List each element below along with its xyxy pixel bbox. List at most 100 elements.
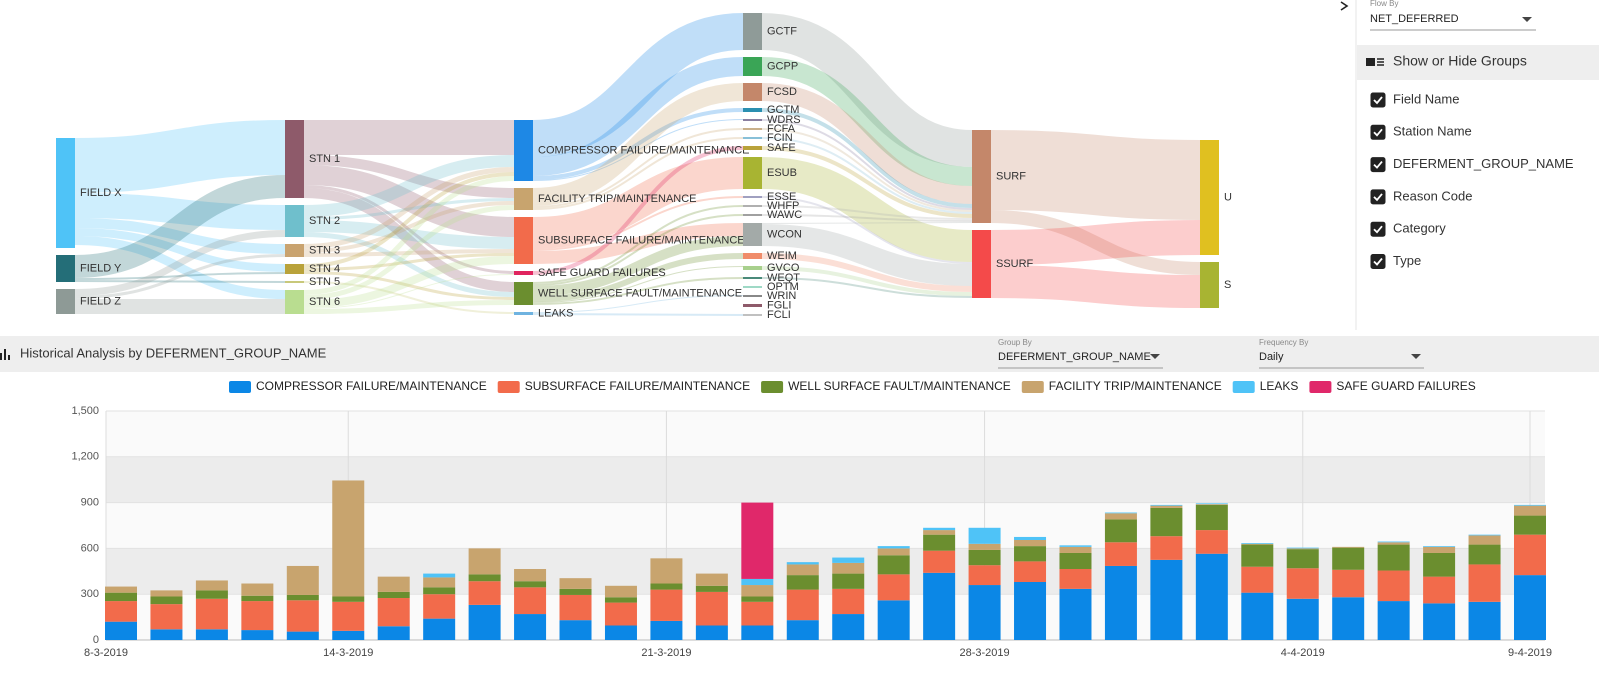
bar: [423, 618, 456, 640]
bar: [1423, 603, 1456, 640]
group-by-select[interactable]: DEFERMENT_GROUP_NAME: [998, 351, 1151, 363]
sankey-node-label: FCSD: [767, 86, 797, 98]
group-label: DEFERMENT_GROUP_NAME: [1393, 156, 1574, 171]
sankey-link: [303, 253, 515, 271]
chart-icon: [0, 353, 2, 360]
bar: [741, 578, 774, 586]
sankey-link: [990, 130, 1201, 220]
bar: [650, 589, 683, 621]
bar: [741, 625, 774, 640]
sankey-link: [74, 272, 286, 280]
sankey-node: [743, 83, 762, 101]
bar: [832, 614, 865, 640]
sankey-node: [514, 120, 533, 181]
sankey-node: [514, 282, 533, 305]
sankey-link: [303, 185, 515, 274]
bar: [377, 598, 410, 627]
bar: [423, 587, 456, 595]
check-mark: [1373, 193, 1383, 202]
bar: [468, 548, 501, 575]
sankey-link: [761, 13, 973, 167]
bar: [923, 530, 956, 535]
sankey-link: [990, 210, 1201, 275]
sankey-node: [743, 314, 762, 316]
dropdown-arrow[interactable]: [1411, 354, 1421, 359]
group-checkbox[interactable]: [1370, 189, 1386, 205]
bar: [377, 591, 410, 599]
bar: [241, 595, 274, 602]
sankey-node-label: SURF: [996, 170, 1026, 182]
check-mark: [1373, 225, 1383, 234]
sankey-node: [514, 271, 533, 275]
group-checkbox[interactable]: [1370, 221, 1386, 237]
groups-icon: [1366, 58, 1375, 66]
sankey-link: [303, 176, 515, 295]
sankey-link: [532, 236, 744, 296]
bar: [968, 565, 1001, 586]
dropdown-arrow[interactable]: [1522, 17, 1532, 22]
flow-by-select[interactable]: NET_DEFERRED: [1370, 13, 1459, 25]
bar: [832, 557, 865, 563]
sankey-link: [761, 137, 973, 214]
bar: [468, 604, 501, 640]
sankey-nodes: FIELD X FIELD Y FIELD Z STN 1 STN 2 STN 3 STN …: [56, 13, 1232, 321]
legend-label: LEAKS: [1260, 379, 1299, 393]
group-checkbox[interactable]: [1370, 124, 1386, 140]
sankey-node: [514, 217, 533, 264]
sankey-link: [532, 146, 744, 275]
bar: [1514, 515, 1546, 535]
dropdown-arrow[interactable]: [1150, 354, 1160, 359]
collapse-arrow[interactable]: [1340, 1, 1349, 11]
bar: [1241, 566, 1274, 593]
frequency-by-label: Frequency By: [1259, 338, 1308, 347]
bar: [514, 569, 547, 582]
sankey-node: [743, 146, 762, 150]
sankey-link: [303, 274, 515, 309]
sankey-node-label: STN 1: [309, 153, 340, 165]
sankey-link: [761, 146, 973, 218]
bar: [1423, 546, 1456, 553]
bar: [514, 614, 547, 640]
group-label: Station Name: [1393, 124, 1472, 139]
x-tick-label: 9-4-2019: [1508, 647, 1552, 659]
bar: [150, 590, 183, 597]
sankey-node-label: GCTM: [767, 104, 799, 116]
sankey-node: [743, 214, 762, 216]
bar: [968, 543, 1001, 550]
y-tick-label: 900: [81, 497, 99, 509]
sankey-link: [990, 220, 1201, 265]
group-checkbox[interactable]: [1370, 157, 1386, 173]
sankey-node-label: STN 5: [309, 276, 340, 288]
y-tick-label: 0: [93, 634, 99, 646]
sankey-link: [532, 57, 744, 176]
bar: [877, 548, 910, 556]
group-checkbox[interactable]: [1370, 254, 1386, 269]
sankey-link: [74, 120, 286, 193]
sankey-node: [972, 230, 991, 298]
sankey-link: [303, 256, 515, 308]
sankey-node: [743, 157, 762, 189]
bar: [1150, 504, 1183, 506]
check-mark: [1373, 161, 1383, 169]
bar: [923, 534, 956, 551]
frequency-by-select[interactable]: Daily: [1259, 351, 1284, 363]
bar: [286, 594, 319, 601]
bar: [241, 601, 274, 631]
sankey-link: [761, 266, 973, 296]
x-tick-label: 14-3-2019: [323, 647, 373, 659]
sankey-link: [532, 295, 744, 313]
bar: [968, 549, 1001, 566]
sankey-node-label: LEAKS: [538, 307, 573, 319]
sankey-node: [285, 120, 304, 198]
group-checkbox[interactable]: [1370, 92, 1386, 108]
sankey-node: [743, 128, 762, 130]
bar: [423, 594, 456, 619]
sankey-link: [74, 175, 286, 278]
bar: [786, 562, 819, 565]
sankey-link: [303, 167, 515, 249]
sankey-link: [532, 157, 744, 249]
bar: [832, 562, 865, 574]
bar: [1059, 552, 1092, 570]
